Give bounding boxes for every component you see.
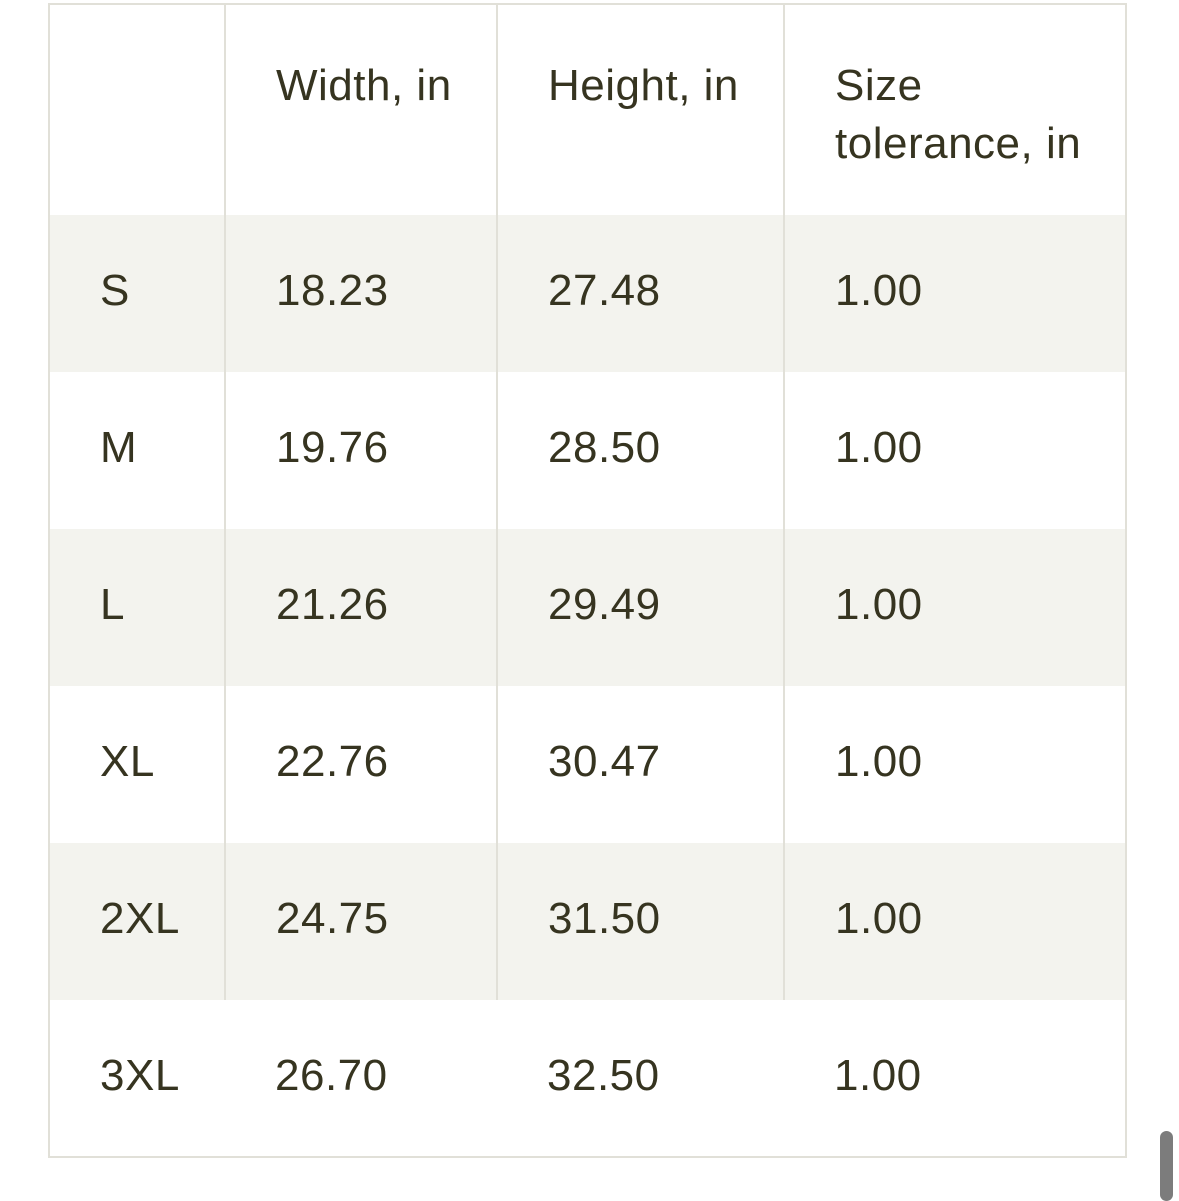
- cell-width: 18.23: [225, 215, 498, 372]
- cell-size: XL: [49, 686, 226, 843]
- cell-tolerance: 1.00: [835, 894, 923, 943]
- col-header-tolerance: Size tolerance, in: [784, 4, 1126, 215]
- table-row-2xl: 2XL 24.75 31.50 1.00: [49, 843, 1126, 1000]
- header-row: Width, in Height, in Size tolerance, in: [49, 4, 1126, 215]
- cell-size: 2XL: [49, 843, 226, 1000]
- cell-size: S: [49, 215, 226, 372]
- cell-width: 22.76: [225, 686, 498, 843]
- cell-height: 32.50: [547, 1051, 660, 1100]
- cell-tolerance: 1.00: [835, 423, 923, 472]
- table-row-l: L 21.26 29.49 1.00: [49, 529, 1126, 686]
- cell-width: 19.76: [225, 372, 498, 529]
- cell-tolerance: 1.00: [835, 580, 923, 629]
- cell-height: 27.48: [497, 215, 785, 372]
- cell-tolerance: 1.00: [835, 266, 923, 315]
- cell-tolerance: 1.00: [835, 737, 923, 786]
- cell-width: 21.26: [225, 529, 498, 686]
- cell-width: 26.70: [275, 1051, 388, 1100]
- cell-height: 29.49: [497, 529, 785, 686]
- cell-height: 30.47: [497, 686, 785, 843]
- table-row-s: S 18.23 27.48 1.00: [49, 215, 1126, 372]
- cell-size: 3XL: [100, 1051, 180, 1100]
- table-row-xl: XL 22.76 30.47 1.00: [49, 686, 1126, 843]
- scrollbar-thumb[interactable]: [1160, 1131, 1173, 1201]
- cell-height: 28.50: [497, 372, 785, 529]
- col-header-size: [49, 4, 226, 215]
- table-row-m: M 19.76 28.50 1.00: [49, 372, 1126, 529]
- table-row-3xl: 3XL 26.70 32.50 1.00: [49, 1000, 1126, 1157]
- cell-size: L: [49, 529, 226, 686]
- col-header-width: Width, in: [225, 4, 498, 215]
- cell-tolerance: 1.00: [834, 1051, 922, 1100]
- cell-width: 24.75: [225, 843, 498, 1000]
- col-header-height: Height, in: [497, 4, 785, 215]
- cell-height: 31.50: [497, 843, 785, 1000]
- size-chart: Width, in Height, in Size tolerance, in …: [48, 3, 1127, 1158]
- cell-size: M: [49, 372, 226, 529]
- size-chart-table: Width, in Height, in Size tolerance, in …: [48, 3, 1127, 1158]
